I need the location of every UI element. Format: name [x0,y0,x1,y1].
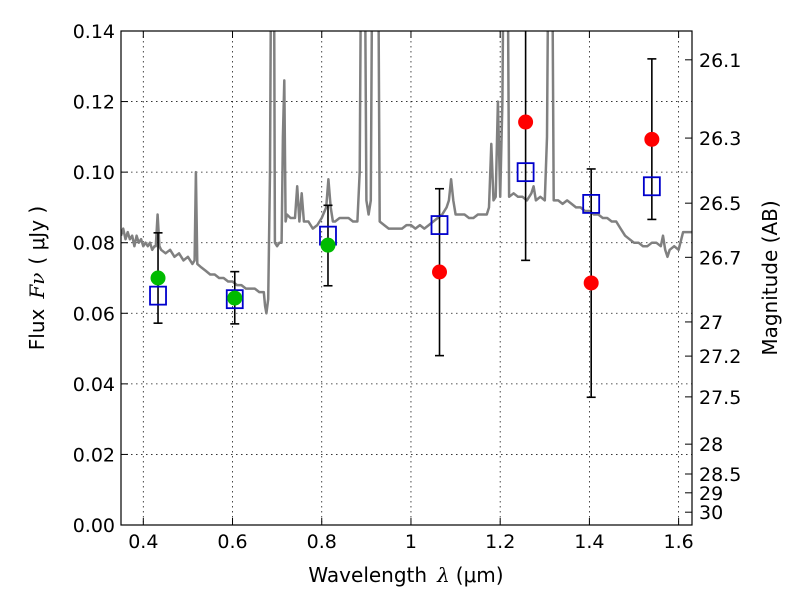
mag-tick-label: 26.3 [699,128,741,150]
right-axis-label: Magnitude (AB) [758,200,782,355]
mag-tick-label: 26.7 [699,247,741,269]
y-tick-label: 0.04 [73,374,115,396]
model-photometry-square [642,176,661,197]
ticks: 0.4 0.6 0.8 1 1.2 1.4 1.6 0.00 0.02 0.04 0.06 0.08 0… [73,21,742,553]
spectrum-line [121,31,692,315]
y-tick-label: 0.10 [73,162,115,184]
x-tick-label: 1.4 [574,531,604,553]
x-tick-label: 0.8 [307,531,337,553]
model-photometry-square [582,193,601,214]
observed-flux-point [432,264,448,280]
plot-area [121,31,692,399]
y-tick-label: 0.14 [73,21,115,43]
y-tick-label: 0.12 [73,92,115,114]
mag-tick-label: 26.5 [699,193,741,215]
observed-flux-point [227,290,243,306]
x-tick-label: 1 [405,531,417,553]
observed-flux-point [150,270,166,286]
y-tick-label: 0.00 [73,515,115,537]
x-tick-label: 1.6 [664,531,694,553]
grid [121,30,692,526]
model-photometry-square [516,162,535,183]
mag-tick-label: 27.5 [699,387,741,409]
model-photometry-square [149,285,167,306]
x-tick-label: 0.4 [128,531,158,553]
x-axis-label: Wavelength λ (μm) [308,563,503,587]
x-tick-label: 1.2 [485,531,515,553]
mag-tick-label: 27 [699,312,723,334]
mag-tick-label: 29 [699,483,723,505]
mag-tick-label: 28 [699,434,723,456]
model-photometry-square [430,215,449,235]
x-tick-label: 0.6 [217,531,247,553]
observed-flux-point [320,237,336,253]
mag-tick-label: 26.1 [699,50,741,72]
mag-tick-label: 30 [699,502,723,524]
model-photometry-square [225,289,244,310]
plot-frame [120,30,693,526]
y-tick-label: 0.08 [73,233,115,255]
observed-flux-point [583,275,599,291]
mag-tick-label: 28.5 [699,464,741,486]
observed-flux-point [518,114,534,130]
y-tick-label: 0.02 [73,444,115,466]
observed-flux-point [644,131,660,147]
y-axis-label: FluxFν( μJy ) [25,206,49,350]
y-tick-label: 0.06 [73,303,115,325]
mag-tick-label: 27.2 [699,346,741,368]
